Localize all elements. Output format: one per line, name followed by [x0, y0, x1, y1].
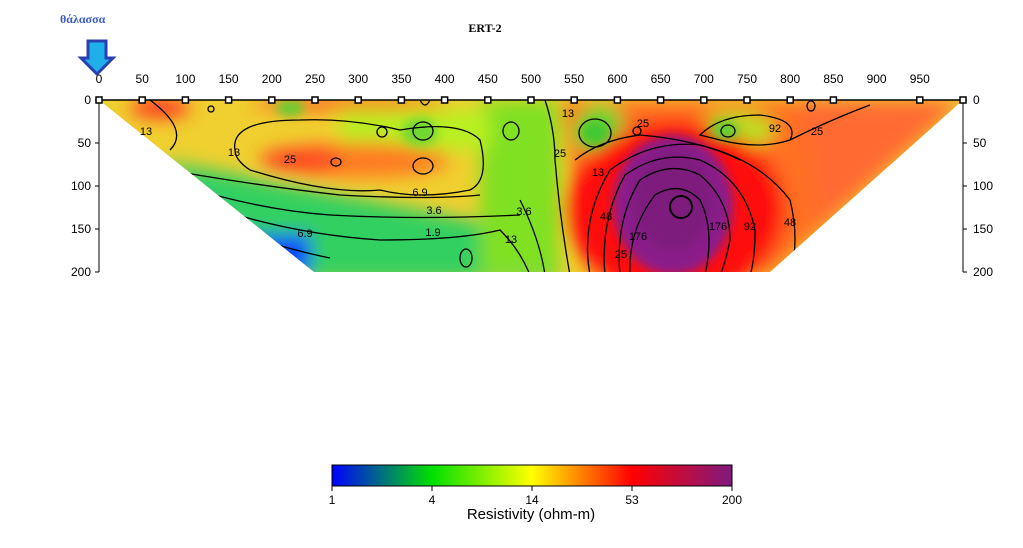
colorbar-tick-label: 1 [329, 493, 336, 507]
contour-label: 13 [505, 234, 517, 246]
y-axis-left-ticks: 0 50 100 150 200 [71, 93, 99, 279]
x-tick-label: 200 [262, 72, 282, 86]
x-tick-label: 450 [478, 72, 498, 86]
y-tick-label: 100 [71, 179, 91, 193]
electrode-marker [959, 96, 967, 104]
x-tick-label: 500 [521, 72, 541, 86]
electrode-marker [829, 96, 838, 104]
y-tick-label: 0 [84, 93, 91, 107]
y-tick-label: 100 [973, 179, 993, 193]
contour-label: 25 [637, 118, 649, 130]
x-tick-label: 300 [348, 72, 368, 86]
contour-label: 3.6 [516, 206, 531, 218]
x-tick-label: 550 [564, 72, 584, 86]
contour-label: 25 [615, 249, 627, 261]
colorbar-tick-label: 200 [722, 493, 742, 507]
x-axis-ticks: 0 50 100 150 200 250 300 350 400 450 500 550 600 650 7… [96, 72, 930, 86]
electrode-marker [268, 96, 276, 104]
electrode-marker [224, 96, 233, 104]
x-tick-label: 100 [175, 72, 195, 86]
x-tick-label: 150 [219, 72, 239, 86]
electrode-marker [786, 96, 794, 104]
contour-label: 13 [140, 126, 152, 138]
colorbar [331, 464, 733, 487]
sea-label: θάλασσα [60, 12, 106, 26]
electrode-marker [570, 96, 578, 104]
x-tick-label: 650 [651, 72, 671, 86]
electrode-marker [138, 96, 146, 104]
contour-label: 25 [554, 148, 566, 160]
electrode-marker [613, 96, 622, 104]
electrode-marker [656, 96, 665, 104]
x-tick-label: 250 [305, 72, 325, 86]
y-axis-right-ticks: 0 50 100 150 200 [963, 93, 993, 279]
x-tick-label: 850 [823, 72, 843, 86]
y-tick-label: 50 [973, 136, 987, 150]
x-tick-label: 950 [910, 72, 930, 86]
contour-label: 3.6 [426, 205, 441, 217]
contour-label: 48 [600, 211, 612, 223]
electrode-markers [95, 96, 967, 104]
x-tick-label: 700 [694, 72, 714, 86]
electrode-marker [527, 96, 535, 104]
contour-label: 92 [744, 221, 756, 233]
contour-lines [139, 100, 871, 272]
y-tick-label: 50 [78, 136, 92, 150]
colorbar-title: Resistivity (ohm-m) [466, 506, 596, 523]
electrode-marker [916, 96, 924, 104]
contour-label: 25 [811, 126, 823, 138]
contour-label: 48 [784, 217, 796, 229]
electrode-marker [311, 96, 319, 104]
x-tick-label: 400 [435, 72, 455, 86]
contour-label: 13 [228, 147, 240, 159]
colorbar-tick-label: 53 [625, 493, 639, 507]
contour-label: 6.9 [412, 187, 427, 199]
contour-label: 25 [284, 154, 296, 166]
contour-label: 1.9 [425, 227, 440, 239]
colorbar-tick-label: 4 [429, 493, 436, 507]
electrode-marker [397, 96, 406, 104]
electrode-marker [354, 96, 362, 104]
contour-label: 92 [769, 123, 781, 135]
chart-title: ERT-2 [468, 21, 502, 35]
electrode-marker [440, 96, 449, 104]
x-tick-label: 750 [737, 72, 757, 86]
x-tick-label: 600 [607, 72, 627, 86]
electrode-marker [700, 96, 708, 104]
down-arrow-icon [77, 39, 117, 77]
electrode-marker [95, 96, 103, 104]
colorbar-tick-label: 14 [525, 493, 539, 507]
y-tick-label: 150 [973, 222, 993, 236]
electrode-marker [181, 96, 190, 104]
contour-label: 13 [592, 167, 604, 179]
x-tick-label: 0 [96, 72, 103, 86]
contour-label: 176 [629, 231, 647, 243]
resistivity-section [99, 100, 963, 272]
contour-label: 13 [562, 108, 574, 120]
y-tick-label: 200 [71, 265, 91, 279]
y-tick-label: 150 [71, 222, 91, 236]
x-tick-label: 800 [780, 72, 800, 86]
y-tick-label: 200 [973, 265, 993, 279]
electrode-marker [484, 96, 492, 104]
x-tick-label: 900 [867, 72, 887, 86]
x-tick-label: 50 [136, 72, 150, 86]
electrode-marker [743, 96, 751, 104]
contour-labels: 13 25 13 6.9 3.6 1.9 6.9 3.6 13 25 13 25 13 25 48 92 176… [140, 108, 823, 261]
contour-label: 176 [709, 221, 727, 233]
colorbar-ticks: 1 4 14 53 200 [329, 486, 742, 507]
y-tick-label: 0 [973, 93, 980, 107]
contour-label: 6.9 [297, 228, 312, 240]
x-tick-label: 350 [391, 72, 411, 86]
